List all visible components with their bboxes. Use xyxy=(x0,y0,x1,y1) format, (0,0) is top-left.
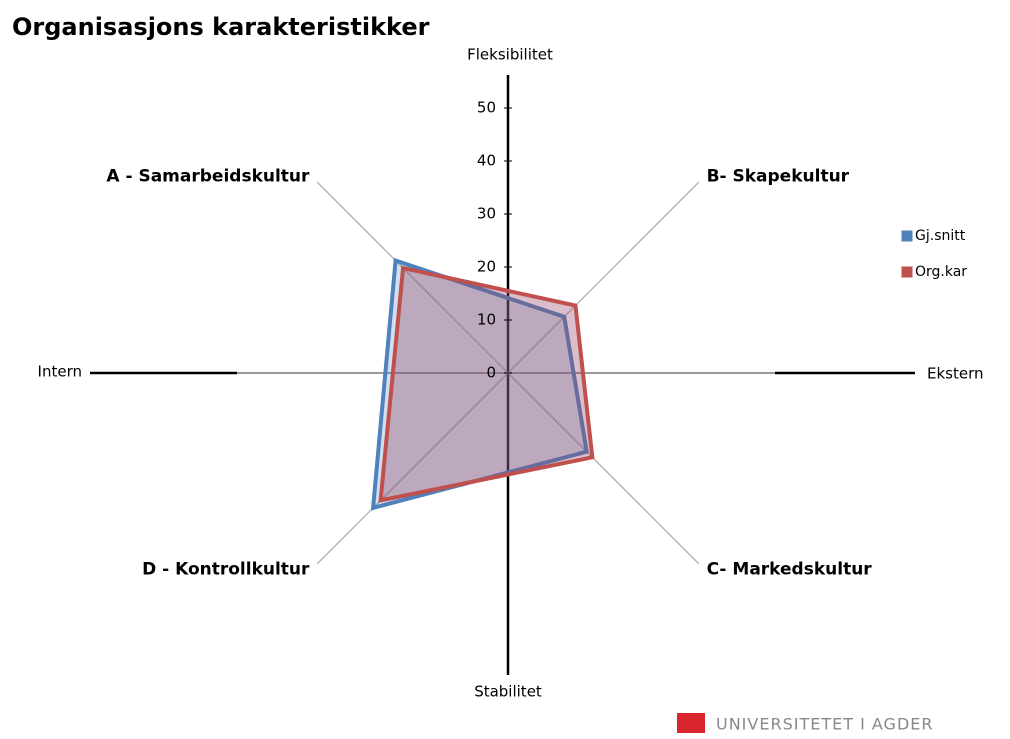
axis-label: Ekstern xyxy=(927,365,984,383)
logo-icon xyxy=(677,713,705,733)
spoke xyxy=(507,372,700,565)
legend-swatch xyxy=(901,230,913,242)
r-tick-label: 10 xyxy=(477,311,496,329)
spoke xyxy=(316,372,509,565)
category-label: B- Skapekultur xyxy=(707,166,850,186)
chart-title: Organisasjons karakteristikker xyxy=(12,13,430,41)
legend-swatch xyxy=(901,266,913,278)
legend-label: Gj.snitt xyxy=(915,228,966,244)
r-tick-label: 50 xyxy=(477,99,496,117)
category-label: A - Samarbeidskultur xyxy=(106,166,310,186)
category-label: C- Markedskultur xyxy=(707,560,873,580)
axis-label: Intern xyxy=(38,363,82,381)
r-tick-label: 40 xyxy=(477,152,496,170)
spoke xyxy=(507,181,700,374)
r-tick-label: 30 xyxy=(477,205,496,223)
axis-label: Fleksibilitet xyxy=(467,46,553,64)
r-tick-label: 0 xyxy=(486,364,496,382)
spoke xyxy=(316,181,509,374)
axis-label: Stabilitet xyxy=(474,683,542,701)
series-area xyxy=(378,265,595,503)
logo: UNIVERSITETET I AGDER xyxy=(716,715,933,734)
series-area xyxy=(370,257,589,511)
legend-label: Org.kar xyxy=(915,264,967,280)
r-tick-label: 20 xyxy=(477,258,496,276)
category-label: D - Kontrollkultur xyxy=(142,560,310,580)
